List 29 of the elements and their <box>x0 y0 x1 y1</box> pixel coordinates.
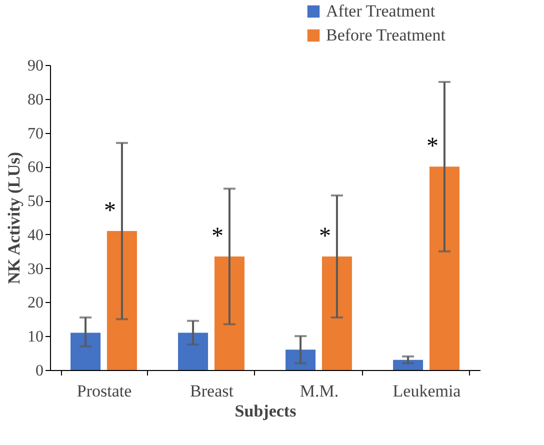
legend-label: Before Treatment <box>326 26 446 44</box>
y-tick-label: 10 <box>28 328 44 346</box>
bar <box>322 256 352 370</box>
x-tick-label: Leukemia <box>392 382 462 400</box>
bar <box>429 166 460 370</box>
y-tick-label: 30 <box>28 260 44 278</box>
bar <box>286 350 316 370</box>
x-tick-label: M.M. <box>300 382 339 400</box>
y-tick-label: 50 <box>28 193 44 210</box>
x-tick-label: Prostate <box>76 382 132 400</box>
y-tick-label: 80 <box>28 91 44 108</box>
y-tick-label: 70 <box>28 125 44 142</box>
y-tick-label: 60 <box>28 159 44 176</box>
x-tick-label: Breast <box>190 382 234 400</box>
bar <box>214 256 244 370</box>
annotation: * <box>104 198 116 224</box>
x-axis-title: Subjects <box>234 402 297 420</box>
bar <box>70 332 101 370</box>
y-tick-label: 40 <box>28 226 44 244</box>
bar <box>106 231 137 370</box>
bar <box>178 332 208 370</box>
legend-label: After Treatment <box>326 2 436 20</box>
y-tick-label: 0 <box>36 362 44 380</box>
annotation: * <box>318 223 331 250</box>
y-axis-title: NK Activity (LUs) <box>4 152 24 284</box>
annotation: * <box>426 134 438 160</box>
y-tick-label: 90 <box>28 58 44 74</box>
y-tick-label: 20 <box>28 294 44 312</box>
annotation: * <box>211 223 224 250</box>
